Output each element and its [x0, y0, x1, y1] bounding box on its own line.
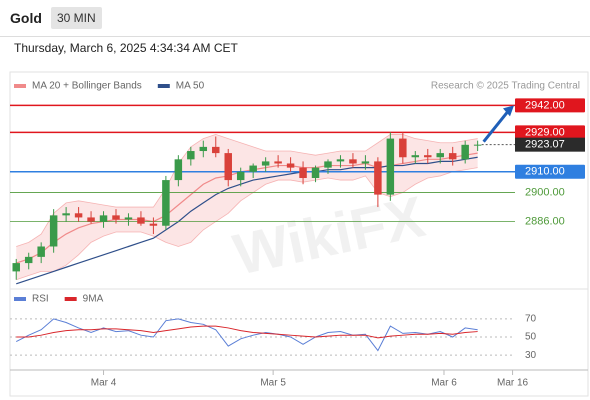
candle-body [49, 215, 58, 247]
legend-swatch [14, 84, 26, 88]
forecast-arrow-head [503, 105, 514, 117]
ma-line [16, 156, 478, 285]
credit: Research © 2025 Trading Central [431, 81, 580, 92]
legend-swatch [14, 297, 26, 301]
frame [9, 71, 589, 397]
bollinger-band [16, 134, 478, 280]
level-label: 2900.00 [525, 186, 565, 198]
level-label: 2929.00 [525, 126, 565, 138]
bollinger-lower [16, 167, 478, 281]
rsi-line [16, 325, 478, 339]
x-tick-label: Mar 6 [431, 378, 457, 389]
candle-body [212, 146, 220, 154]
candle-body [311, 167, 320, 179]
level-label: 2910.00 [525, 166, 565, 178]
level-badge [515, 164, 585, 179]
level-label: 2886.00 [525, 215, 565, 227]
level-label: 2942.00 [525, 99, 565, 111]
timeframe-badge[interactable]: 30 MIN [51, 7, 102, 29]
candle-body [99, 215, 108, 222]
candle-body [224, 153, 232, 181]
y-tick-label: 30 [525, 350, 537, 361]
ma-line [16, 152, 478, 264]
legend-label: MA 20 + Bollinger Bands [32, 81, 142, 92]
candle-body [124, 217, 133, 220]
x-tick-label: Mar 4 [91, 378, 117, 389]
candle-body [87, 217, 95, 222]
last-price-badge [515, 137, 585, 152]
candle-body [349, 159, 357, 164]
header: Gold 30 MIN [0, 0, 590, 37]
y-tick-label: 50 [525, 332, 537, 343]
bollinger-upper [16, 134, 478, 247]
legend-label: RSI [32, 294, 49, 305]
candle-body [461, 144, 469, 160]
y-tick-label: 70 [525, 314, 537, 325]
candle-body [436, 153, 444, 158]
candle-body [361, 161, 370, 164]
legend-swatch [157, 84, 170, 88]
candle-body [336, 159, 345, 162]
candle-body [162, 180, 170, 226]
legend-swatch [64, 297, 77, 301]
candle-body [299, 167, 307, 179]
instrument: Gold [10, 10, 42, 26]
candle-body [286, 163, 295, 168]
candle-body [424, 155, 432, 158]
candle-body [137, 217, 145, 224]
level-badge [515, 98, 585, 113]
forecast-arrow [482, 110, 510, 143]
x-tick-label: Mar 16 [497, 378, 529, 389]
candle-body [112, 215, 120, 220]
candle-body [274, 161, 282, 164]
candle-body [236, 171, 245, 181]
last-price-label: 2923.07 [525, 139, 565, 151]
watermark: WikiFX [228, 184, 430, 288]
candle-body [37, 246, 45, 257]
candle-body [74, 213, 83, 218]
candle-body [149, 223, 158, 226]
candle-body [261, 161, 270, 166]
level-badge [515, 125, 585, 140]
candle-body [249, 165, 257, 172]
candle-body [473, 144, 482, 146]
candle-body [374, 161, 382, 195]
timestamp: Thursday, March 6, 2025 4:34:34 AM CET [14, 41, 238, 55]
candle-body [199, 146, 208, 152]
legend-label: 9MA [83, 294, 104, 305]
candle-body [24, 256, 33, 264]
candle-body [448, 153, 457, 160]
candle-body [411, 155, 420, 158]
candle-body [62, 213, 70, 216]
legend-label: MA 50 [176, 81, 205, 92]
candle-body [187, 151, 195, 160]
candle-body [386, 138, 395, 195]
candle-body [12, 263, 20, 272]
rsi-line [16, 318, 478, 352]
x-tick-label: Mar 5 [260, 378, 286, 389]
candle-body [174, 159, 183, 181]
candle-body [324, 161, 332, 168]
candle-body [399, 138, 407, 158]
